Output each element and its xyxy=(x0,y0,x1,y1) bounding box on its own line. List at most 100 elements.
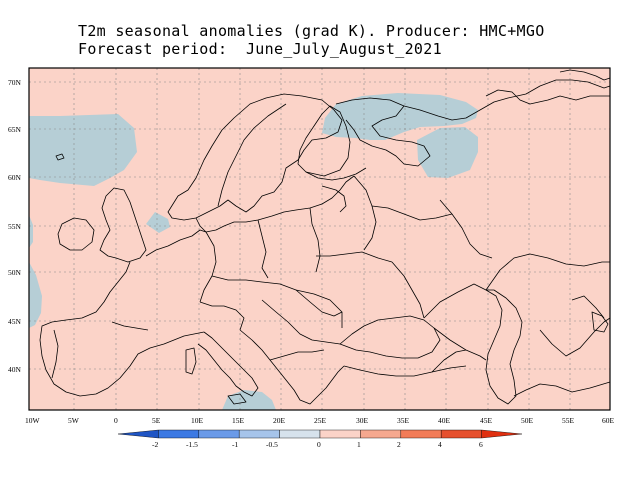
lon-label-15e: 15E xyxy=(232,416,245,425)
border-sweden-norway xyxy=(217,103,287,207)
coastline-turkey xyxy=(343,365,467,377)
colorbar xyxy=(117,429,523,439)
border-russia-kazakhstan xyxy=(423,283,487,319)
coastline-kola-white-sea xyxy=(335,97,431,167)
coastline-great-britain xyxy=(99,187,147,263)
lat-label-70n: 70N xyxy=(8,78,22,87)
lon-label-20e: 20E xyxy=(273,416,286,425)
lon-label-5e: 5E xyxy=(152,416,161,425)
border-kazakhstan-uzbek xyxy=(539,317,611,357)
latitude-labels: 70N 65N 60N 55N 50N 45N 40N xyxy=(8,78,22,374)
lat-label-60n: 60N xyxy=(8,173,22,182)
coastlines-and-borders xyxy=(39,69,611,405)
colorbar-segment xyxy=(198,429,240,439)
colorbar-labels: -2 -1.5 -1 -0.5 0 1 2 4 6 xyxy=(152,440,483,449)
coastline-scandinavia xyxy=(167,93,343,221)
coastline-yamal xyxy=(485,89,610,105)
coastline-northern-russia xyxy=(403,79,611,121)
colorbar-label-1: 1 xyxy=(357,440,361,449)
colorbar-segment xyxy=(158,429,200,439)
coastline-western-europe xyxy=(145,229,207,257)
coastline-ireland xyxy=(57,217,95,251)
colorbar-segment xyxy=(400,429,442,439)
border-spain-portugal xyxy=(51,329,59,379)
border-greece-north xyxy=(269,349,325,361)
lon-label-45e: 45E xyxy=(480,416,493,425)
border-balkans-inner xyxy=(261,299,341,345)
border-france-germany xyxy=(199,231,217,303)
coastline-black-sea xyxy=(339,315,441,359)
border-central-europe xyxy=(211,275,343,328)
border-baltics xyxy=(321,185,347,213)
border-kazakhstan-east xyxy=(485,253,610,291)
border-urals-east xyxy=(571,295,605,319)
border-ukraine-russia xyxy=(391,261,425,319)
coastline-faroe xyxy=(55,153,65,161)
coastline-sardinia xyxy=(185,347,197,375)
anomaly-region-north-atlantic xyxy=(29,114,137,186)
lon-label-60e: 60E xyxy=(602,416,615,425)
anomaly-region-iberia-west xyxy=(29,262,42,328)
lon-label-10e: 10E xyxy=(191,416,204,425)
lat-label-40n: 40N xyxy=(8,365,22,374)
lon-label-5w: 5W xyxy=(68,416,80,425)
lat-label-50n: 50N xyxy=(8,268,22,277)
colorbar-label-minus-1: -1 xyxy=(232,440,238,449)
map-frame xyxy=(28,67,611,411)
coastline-italy xyxy=(197,331,259,397)
colorbar-label-2: 2 xyxy=(397,440,401,449)
border-poland-east xyxy=(309,207,321,273)
anomaly-region-karelia xyxy=(417,127,478,178)
coastline-novaya-zemlya xyxy=(559,69,611,81)
coastline-france-iberia xyxy=(39,261,205,397)
coastline-denmark-baltic xyxy=(195,175,355,233)
border-pyrenees xyxy=(111,321,149,331)
colorbar-segment xyxy=(319,429,361,439)
coastline-aral-sea xyxy=(591,311,609,333)
colorbar-segment xyxy=(238,429,280,439)
anomaly-region-north-sea xyxy=(146,212,170,233)
border-russia-inner xyxy=(439,199,493,259)
lon-label-30e: 30E xyxy=(356,416,369,425)
colorbar-label-6: 6 xyxy=(479,440,483,449)
negative-anomaly-regions xyxy=(29,93,478,410)
lon-label-25e: 25E xyxy=(314,416,327,425)
colorbar-label-4: 4 xyxy=(438,440,442,449)
border-romania xyxy=(295,289,343,317)
lon-label-50e: 50E xyxy=(521,416,534,425)
colorbar-segment xyxy=(279,429,321,439)
colorbar-label-0: 0 xyxy=(317,440,321,449)
lon-label-35e: 35E xyxy=(397,416,410,425)
border-germany-poland xyxy=(257,219,269,279)
colorbar-segment xyxy=(441,429,482,439)
coastline-balkans xyxy=(239,329,345,405)
lat-label-55n: 55N xyxy=(8,222,22,231)
coastline-caspian xyxy=(485,289,523,405)
colorbar-label-minus-0-5: -0.5 xyxy=(266,440,278,449)
colorbar-segment xyxy=(360,429,401,439)
chart-title-line-2: Forecast period: June_July_August_2021 xyxy=(78,40,442,58)
colorbar-segment xyxy=(117,429,159,439)
border-turkey-east xyxy=(431,349,467,373)
lat-label-65n: 65N xyxy=(8,125,22,134)
lat-label-45n: 45N xyxy=(8,317,22,326)
anomaly-region-scandinavia-north xyxy=(322,93,478,140)
anomaly-region-west-edge xyxy=(29,215,33,248)
border-russia-north-inner xyxy=(371,205,453,221)
lon-label-0: 0 xyxy=(114,416,118,425)
border-belarus-russia xyxy=(353,175,377,251)
coastline-gulf-of-finland xyxy=(305,167,367,181)
coastline-finland xyxy=(297,105,351,177)
border-alps xyxy=(199,301,245,331)
colorbar-label-minus-1-5: -1.5 xyxy=(186,440,198,449)
lon-label-55e: 55E xyxy=(562,416,575,425)
lon-label-40e: 40E xyxy=(438,416,451,425)
border-iran-north xyxy=(513,381,611,397)
colorbar-label-minus-2: -2 xyxy=(152,440,158,449)
lon-label-10w: 10W xyxy=(25,416,41,425)
coastline-sicily xyxy=(227,393,247,405)
border-ukraine-north xyxy=(316,251,393,263)
colorbar-segment xyxy=(481,429,523,439)
chart-title-line-1: T2m seasonal anomalies (grad K). Produce… xyxy=(78,22,545,40)
